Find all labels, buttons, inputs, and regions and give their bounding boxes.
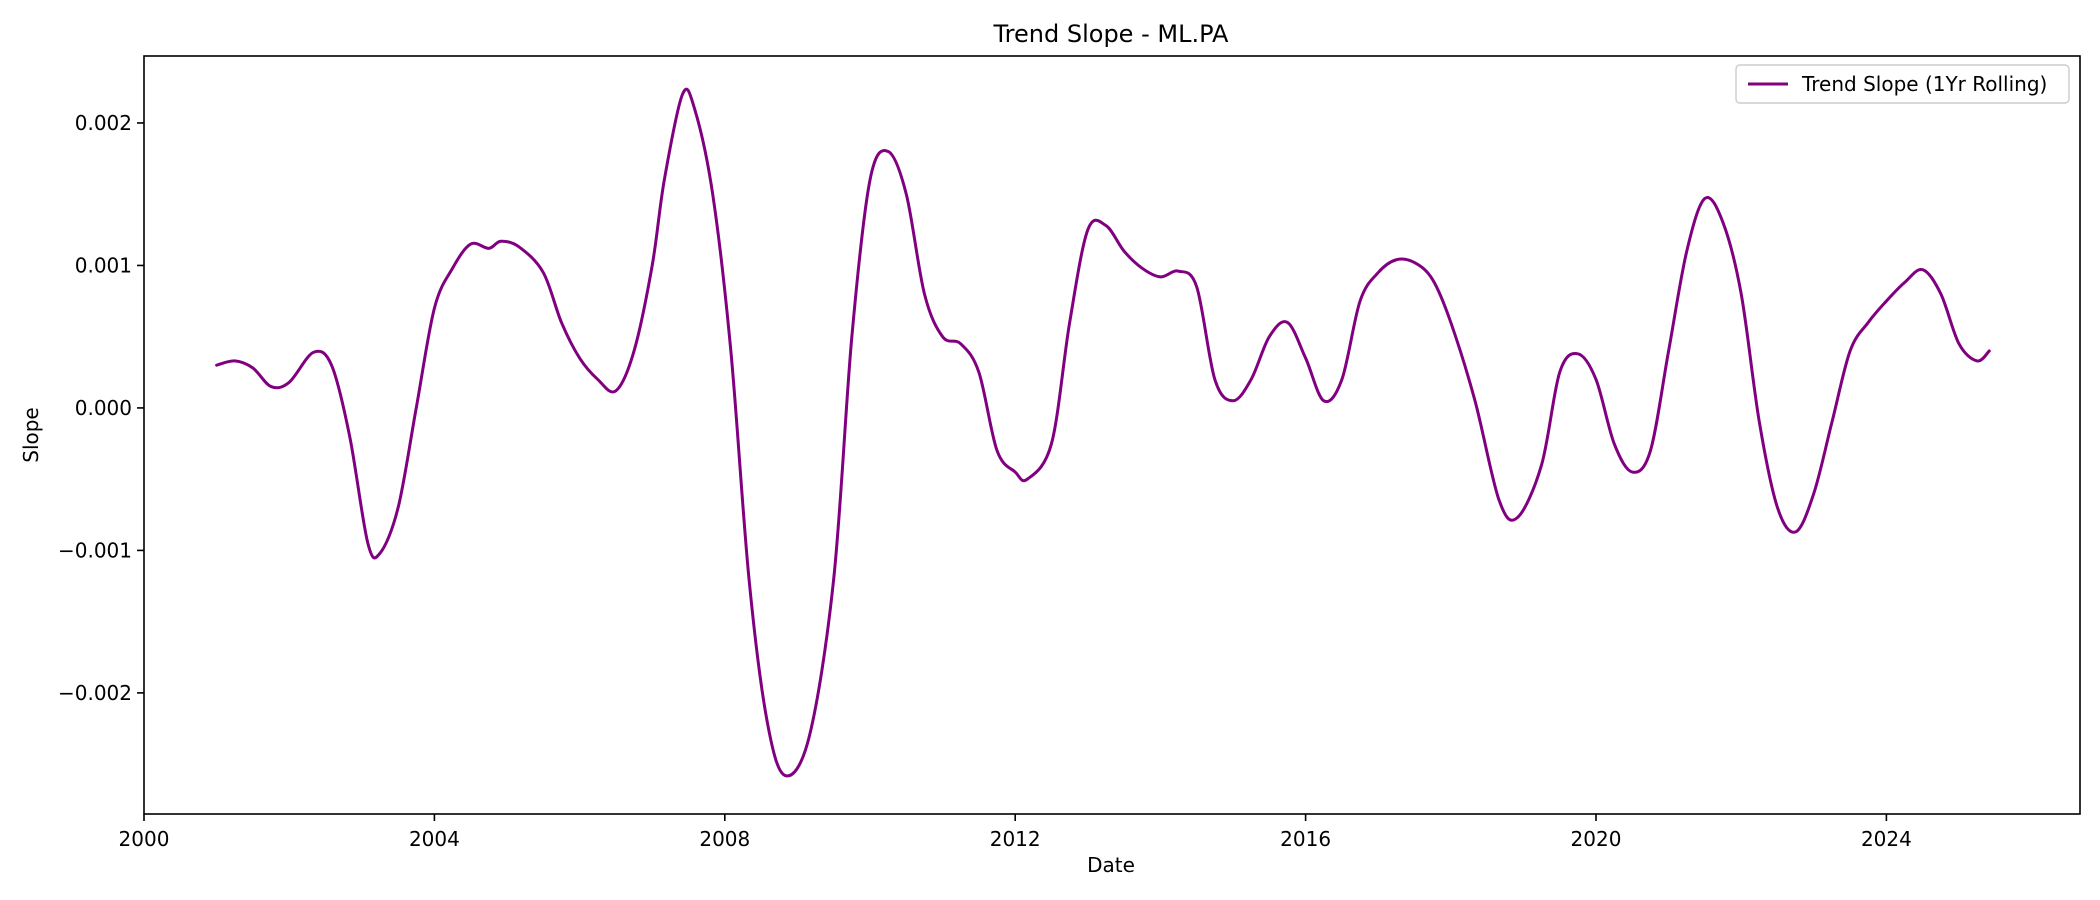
y-tick-label: 0.001 <box>75 253 132 277</box>
x-axis: 2000 2004 2008 2012 2016 2020 2024 <box>119 814 1912 851</box>
y-tick-label: 0.000 <box>75 396 132 420</box>
plot-area-frame <box>143 55 2081 815</box>
legend[interactable]: Trend Slope (1Yr Rolling) <box>1735 64 2070 104</box>
y-tick-label: 0.002 <box>75 111 132 135</box>
x-tick-label: 2016 <box>1280 827 1331 851</box>
series-line-trend-slope <box>215 87 1991 778</box>
y-tick-label: −0.001 <box>58 538 132 562</box>
x-tick-label: 2012 <box>990 827 1041 851</box>
chart-title: Trend Slope - ML.PA <box>993 20 1229 48</box>
legend-box <box>1735 64 2070 104</box>
x-tick-label: 2004 <box>409 827 460 851</box>
x-tick-label: 2000 <box>119 827 170 851</box>
y-tick-label: −0.002 <box>58 681 132 705</box>
y-axis: −0.002 −0.001 0.000 0.001 0.002 <box>58 111 144 705</box>
y-axis-title: Slope <box>19 407 43 463</box>
x-tick-label: 2020 <box>1571 827 1622 851</box>
x-axis-title: Date <box>1087 853 1135 877</box>
legend-label: Trend Slope (1Yr Rolling) <box>1801 72 2047 96</box>
x-tick-label: 2008 <box>699 827 750 851</box>
x-tick-label: 2024 <box>1861 827 1912 851</box>
